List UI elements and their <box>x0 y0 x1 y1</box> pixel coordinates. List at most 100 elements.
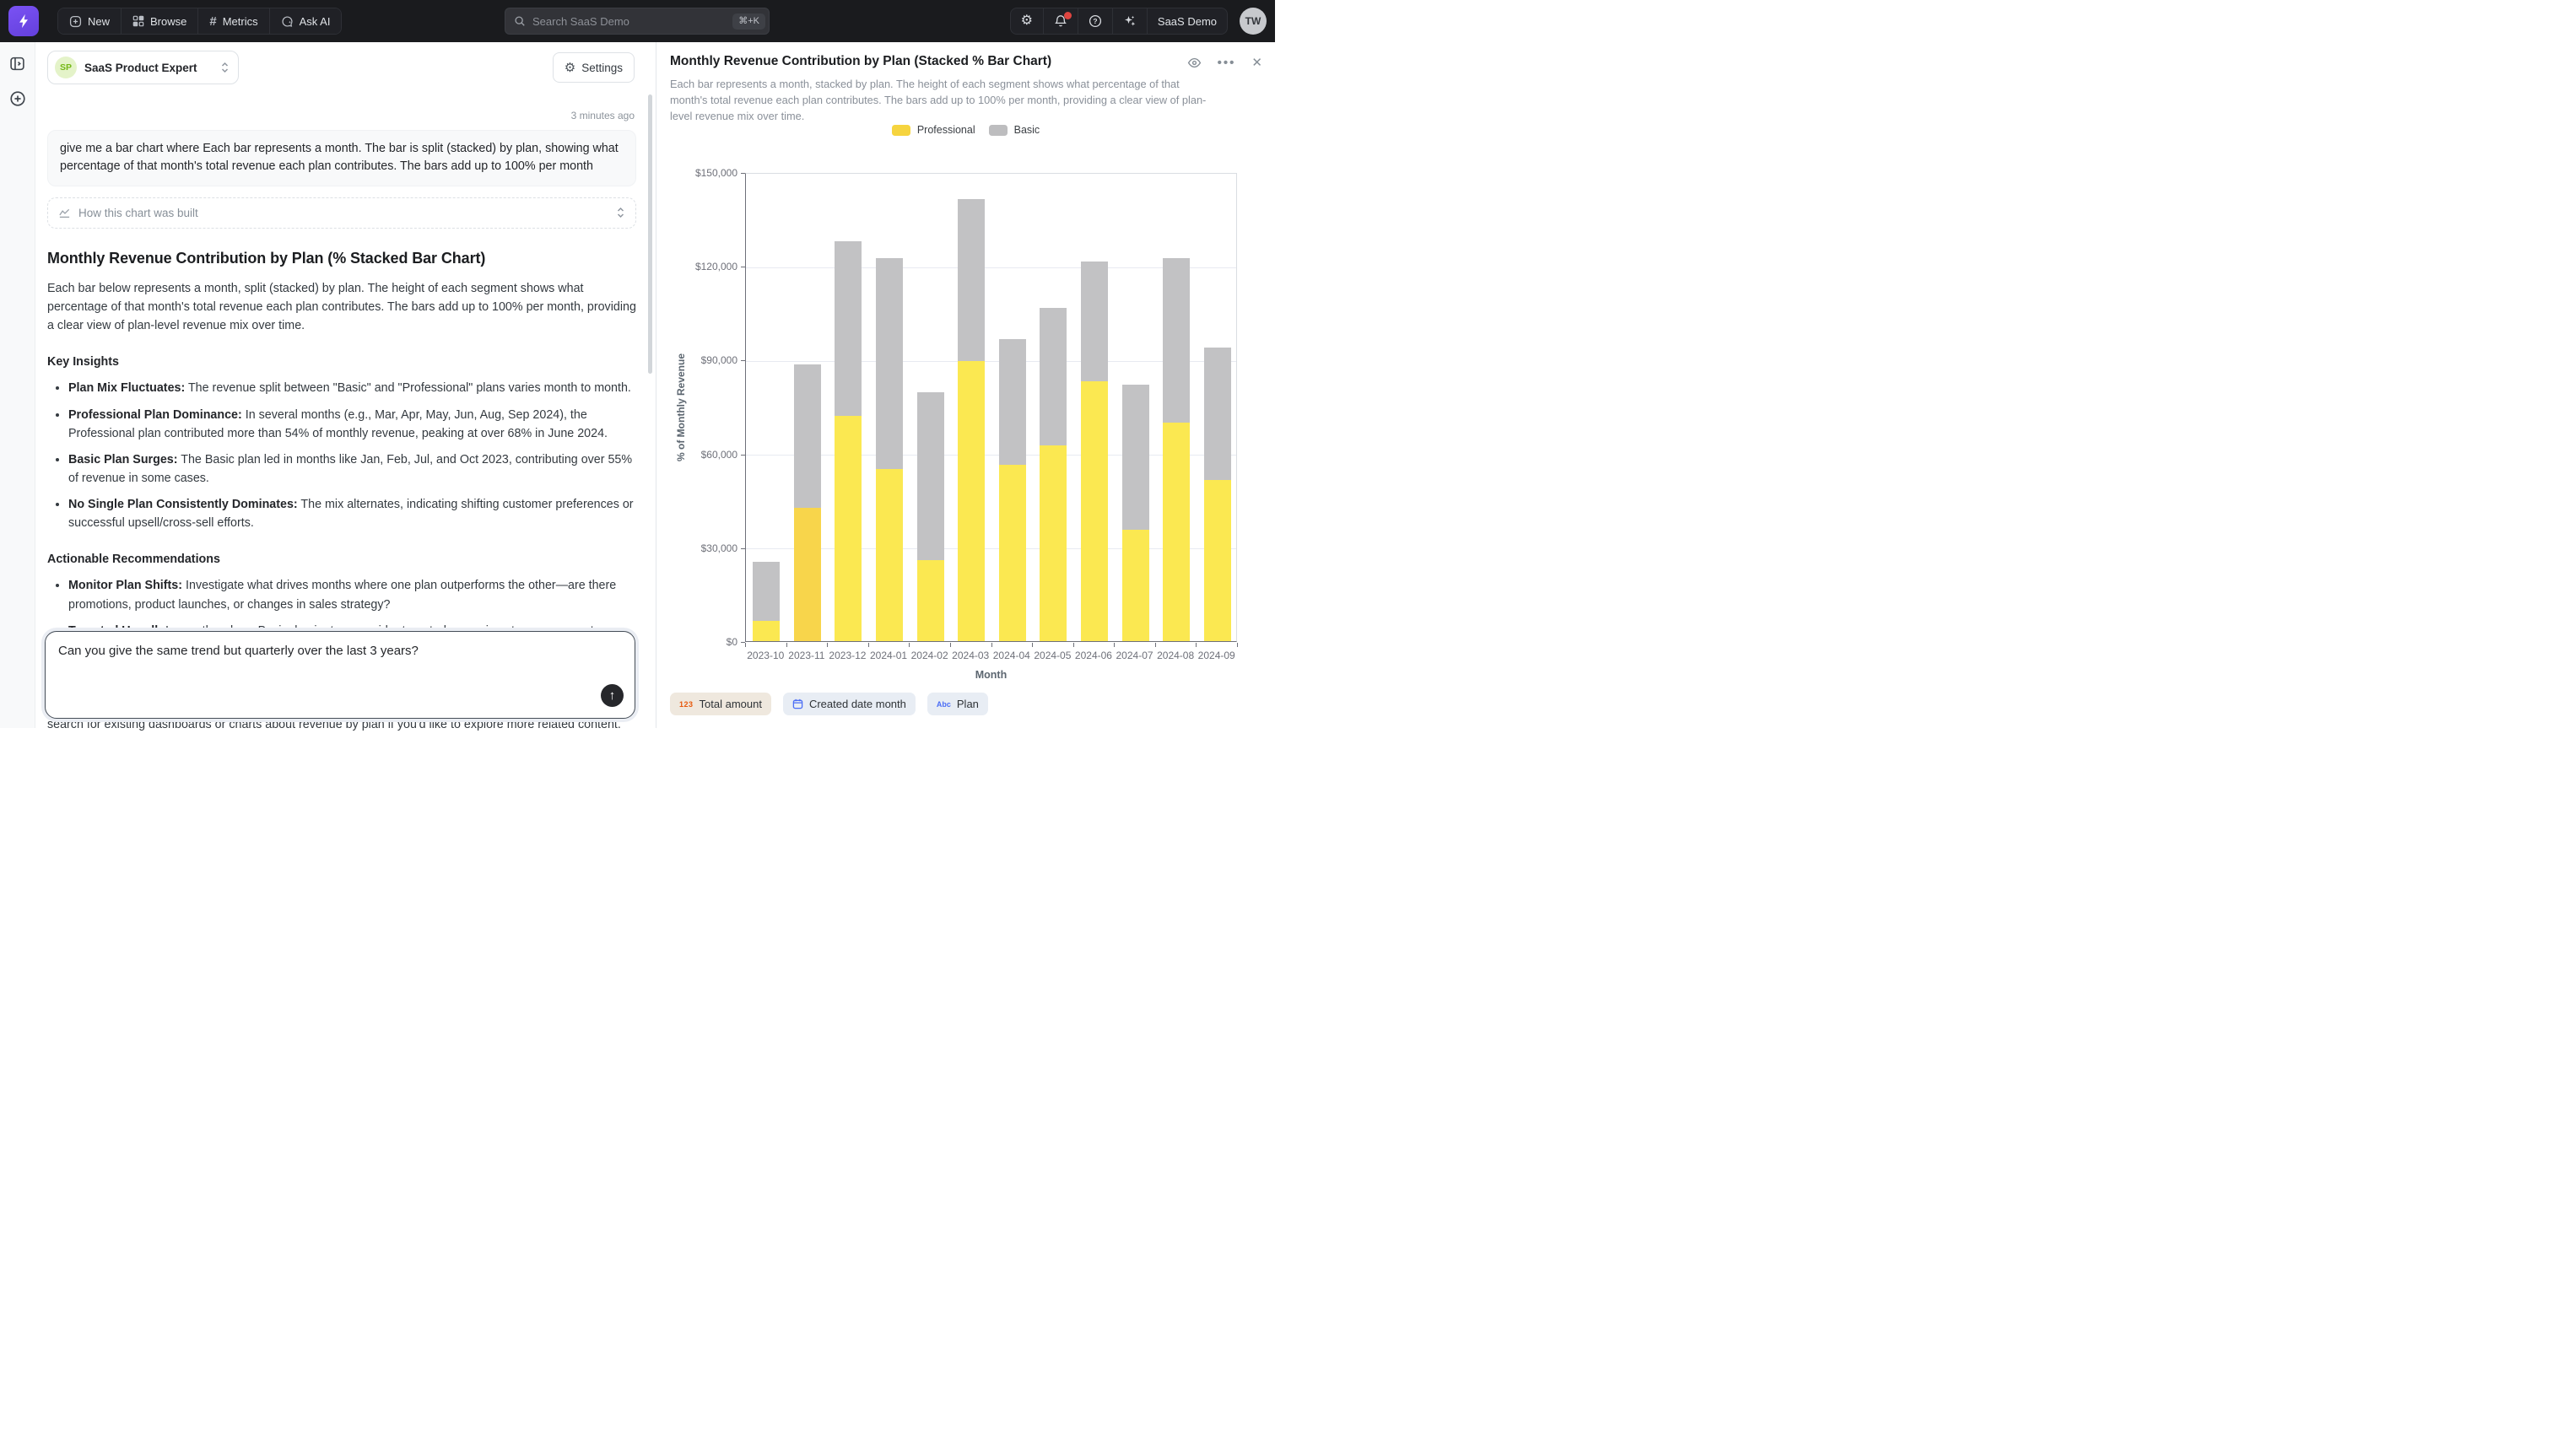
bar-segment-basic-2023-10[interactable] <box>753 561 781 621</box>
list-item: Monitor Plan Shifts: Investigate what dr… <box>68 576 636 613</box>
close-panel-button[interactable]: ✕ <box>1251 56 1262 70</box>
bar-segment-professional-2024-01[interactable] <box>876 469 904 641</box>
more-options-button[interactable]: ••• <box>1217 55 1236 70</box>
y-tick-label: $150,000 <box>694 167 737 179</box>
bar-segment-basic-2024-08[interactable] <box>1163 257 1191 423</box>
panel-expand-icon <box>10 57 24 70</box>
bar-segment-basic-2024-03[interactable] <box>958 198 986 362</box>
bar-segment-professional-2024-06[interactable] <box>1080 381 1108 641</box>
list-item: No Single Plan Consistently Dominates: T… <box>68 495 636 532</box>
user-avatar[interactable]: TW <box>1240 8 1267 35</box>
bar-segment-basic-2024-05[interactable] <box>1040 308 1067 446</box>
y-tick-mark <box>741 642 745 643</box>
bar-segment-professional-2024-05[interactable] <box>1040 445 1067 641</box>
list-item: Professional Plan Dominance: In several … <box>68 406 636 443</box>
bar-segment-professional-2023-12[interactable] <box>835 416 862 641</box>
conversation: 3 minutes ago give me a bar chart where … <box>47 101 636 735</box>
bar-segment-basic-2024-02[interactable] <box>916 392 944 560</box>
bar-segment-professional-2023-10[interactable] <box>753 620 781 641</box>
bar-segment-basic-2023-12[interactable] <box>835 240 862 417</box>
field-tag-created-date-month[interactable]: Created date month <box>782 693 916 715</box>
how-chart-built-toggle[interactable]: How this chart was built <box>47 197 636 229</box>
agent-selector[interactable]: SP SaaS Product Expert <box>47 51 239 84</box>
eye-icon <box>1187 57 1201 67</box>
new-thread-button[interactable] <box>7 88 29 110</box>
gridline <box>746 455 1236 456</box>
bar-segment-basic-2024-06[interactable] <box>1080 261 1108 382</box>
workspace-name[interactable]: SaaS Demo <box>1157 14 1217 28</box>
help-button[interactable]: ? <box>1078 8 1113 34</box>
ai-sparkles-button[interactable] <box>1113 8 1148 34</box>
plus-circle-icon <box>9 91 25 106</box>
nav-browse-label: Browse <box>150 14 187 28</box>
bar-segment-basic-2024-07[interactable] <box>1121 385 1149 531</box>
hash-icon: # <box>209 13 217 29</box>
nav-browse-button[interactable]: Browse <box>122 8 199 34</box>
bar-segment-professional-2024-02[interactable] <box>916 559 944 641</box>
nav-new-button[interactable]: New <box>58 8 122 34</box>
nav-metrics-label: Metrics <box>222 14 258 28</box>
search-input[interactable] <box>532 14 733 28</box>
list-item: Basic Plan Surges: The Basic plan led in… <box>68 450 636 488</box>
send-button[interactable]: ↑ <box>601 684 624 707</box>
bar-segment-professional-2024-04[interactable] <box>998 464 1026 641</box>
y-tick-mark <box>741 547 745 549</box>
tag-label: Total amount <box>699 698 762 710</box>
notification-dot <box>1063 12 1072 19</box>
y-tick-mark <box>741 173 745 174</box>
nav-ask-ai-button[interactable]: Ask AI <box>269 8 342 34</box>
x-tick-mark <box>827 643 829 647</box>
bar-segment-basic-2023-11[interactable] <box>793 364 821 509</box>
bar-segment-professional-2024-03[interactable] <box>958 361 986 641</box>
gear-icon: ⚙ <box>564 60 576 75</box>
nav-metrics-button[interactable]: # Metrics <box>198 8 270 34</box>
x-tick-label: 2024-01 <box>870 650 908 661</box>
chart-panel-description: Each bar represents a month, stacked by … <box>670 78 1207 123</box>
legend-item-professional[interactable]: Professional <box>891 124 975 136</box>
bar-segment-professional-2024-09[interactable] <box>1203 480 1231 641</box>
arrow-up-icon: ↑ <box>608 688 616 703</box>
key-insights-list: Plan Mix Fluctuates: The revenue split b… <box>53 379 636 532</box>
preview-eye-button[interactable] <box>1187 56 1202 70</box>
x-tick-mark <box>745 643 746 647</box>
x-tick-mark <box>991 643 992 647</box>
gear-icon: ⚙ <box>1020 13 1033 28</box>
field-tags: 123 Total amount Created date month Abc … <box>670 693 988 715</box>
x-tick-mark <box>867 643 869 647</box>
response-intro: Each bar below represents a month, split… <box>47 281 636 333</box>
agent-name: SaaS Product Expert <box>84 61 197 74</box>
x-tick-label: 2024-02 <box>910 650 948 661</box>
bar-segment-basic-2024-01[interactable] <box>876 257 904 470</box>
key-insights-heading: Key Insights <box>47 355 120 369</box>
response-title: Monthly Revenue Contribution by Plan (% … <box>47 249 486 267</box>
bar-segment-professional-2024-08[interactable] <box>1163 422 1191 641</box>
field-tag-total-amount[interactable]: 123 Total amount <box>670 693 771 715</box>
tag-label: Created date month <box>808 698 906 710</box>
legend-item-basic[interactable]: Basic <box>988 124 1040 136</box>
x-tick-label: 2024-06 <box>1074 650 1112 661</box>
sidebar-toggle-button[interactable] <box>7 52 29 74</box>
bar-segment-professional-2023-11[interactable] <box>793 508 821 641</box>
x-tick-label: 2023-10 <box>747 650 785 661</box>
y-tick-label: $60,000 <box>700 448 737 461</box>
chat-scrollbar-thumb[interactable] <box>648 94 652 374</box>
how-chart-built-label: How this chart was built <box>78 206 198 219</box>
tag-label: Plan <box>956 698 979 710</box>
bar-segment-professional-2024-07[interactable] <box>1121 530 1149 641</box>
agent-settings-button[interactable]: ⚙ Settings <box>552 52 635 83</box>
x-tick-label: 2024-09 <box>1197 650 1235 661</box>
plot-area <box>745 173 1237 642</box>
chat-panel: SP SaaS Product Expert ⚙ Settings 3 minu… <box>35 42 656 731</box>
svg-text:?: ? <box>1093 17 1097 25</box>
chat-input[interactable]: Can you give the same trend but quarterl… <box>46 632 635 718</box>
y-axis-title: % of Monthly Revenue <box>675 353 687 462</box>
app-logo[interactable] <box>8 6 39 36</box>
settings-gear-button[interactable]: ⚙ <box>1011 8 1044 34</box>
field-tag-plan[interactable]: Abc Plan <box>927 693 988 715</box>
gridline <box>746 360 1236 362</box>
bar-segment-basic-2024-09[interactable] <box>1203 347 1231 481</box>
notifications-button[interactable] <box>1044 8 1078 34</box>
bar-segment-basic-2024-04[interactable] <box>998 339 1026 465</box>
gridline <box>746 267 1236 268</box>
x-tick-label: 2024-04 <box>992 650 1030 661</box>
